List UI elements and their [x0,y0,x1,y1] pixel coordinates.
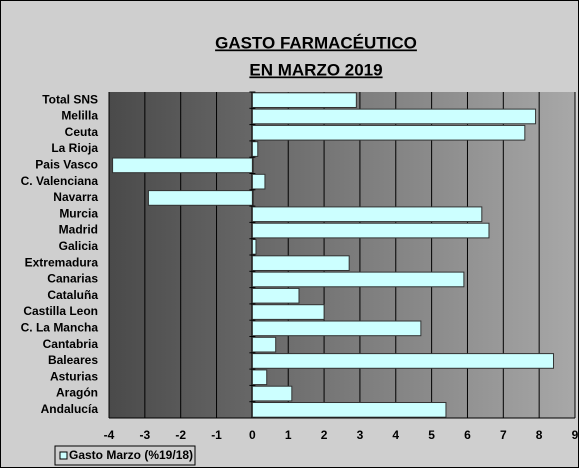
x-tick-label: 3 [357,428,364,442]
y-tick-label: Murcia [59,206,98,220]
bar [251,255,350,271]
chart-title: GASTO FARMACÉUTICO [215,33,417,52]
y-tick-label: Total SNS [42,92,98,106]
x-tick-label: 5 [428,428,435,442]
bar [112,157,253,174]
x-tick-label: -2 [175,428,186,442]
y-tick-label: C. Valenciana [21,174,99,188]
y-tick-label: Cantabria [43,337,99,351]
bar [251,222,490,239]
plot-area [109,92,575,418]
bar [251,304,325,320]
bar [251,336,277,353]
x-tick-label: 7 [500,428,507,442]
y-tick-label: Canarias [47,272,98,286]
y-tick-label: Melilla [61,109,98,123]
bar [147,190,253,206]
bar [251,141,259,157]
bar [251,402,447,418]
x-tick-label: -1 [211,428,222,442]
x-tick-label: 2 [321,428,328,442]
legend-box [54,445,196,466]
bar [251,206,483,223]
y-tick-label: Pais Vasco [35,158,98,172]
x-tick-label: -4 [104,428,115,442]
y-tick-label: Galicia [59,239,99,253]
y-tick-label: C. La Mancha [21,321,99,335]
y-tick-label: La Rioja [51,141,98,155]
bar [251,173,266,190]
bar [251,385,293,402]
bar [251,287,300,304]
y-tick-label: Castilla Leon [23,304,98,318]
y-tick-label: Baleares [48,353,98,367]
bar [251,353,554,369]
x-tick-label: 8 [536,428,543,442]
bar [251,271,465,288]
y-tick-label: Extremadura [25,255,99,269]
bar [251,124,526,141]
x-tick-label: 6 [464,428,471,442]
y-tick-label: Aragón [56,386,98,400]
bar [251,239,257,255]
y-tick-label: Asturias [50,369,98,383]
y-tick-label: Cataluña [47,288,98,302]
chart-title: EN MARZO 2019 [249,60,382,79]
x-tick-label: 9 [572,428,579,442]
bar [251,369,268,386]
x-tick-label: 1 [285,428,292,442]
bar [251,108,537,125]
legend-swatch [59,451,68,460]
y-tick-label: Andalucía [41,402,99,416]
y-tick-label: Ceuta [65,125,99,139]
x-tick-label: 4 [392,428,399,442]
x-tick-label: 0 [249,428,256,442]
legend-label: Gasto Marzo (%19/18) [69,448,193,462]
bar [251,320,422,337]
y-tick-label: Navarra [53,190,98,204]
y-tick-label: Madrid [59,223,98,237]
bar [251,92,357,108]
x-tick-label: -3 [140,428,151,442]
